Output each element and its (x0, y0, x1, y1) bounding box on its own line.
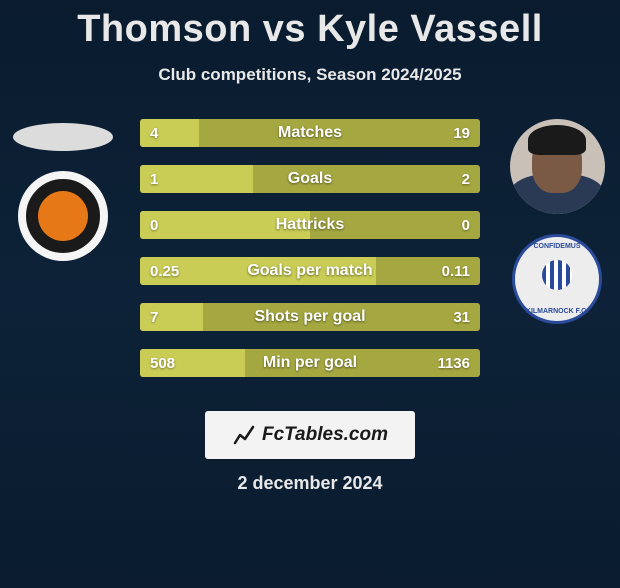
stat-label: Min per goal (140, 354, 480, 372)
stat-row: 0Hattricks0 (140, 211, 480, 239)
stat-row: 1Goals2 (140, 165, 480, 193)
left-column (8, 119, 118, 281)
club-bottom-text: KILMARNOCK F.C. (515, 308, 599, 315)
footer-logo: FcTables.com (205, 411, 415, 459)
title-player2: Kyle Vassell (317, 8, 543, 50)
title-player1: Thomson (77, 8, 251, 50)
stat-value-right: 31 (453, 309, 470, 326)
stat-value-right: 1136 (437, 355, 470, 372)
avatar-hair (528, 125, 586, 155)
stat-label: Goals per match (140, 262, 480, 280)
footer-date: 2 december 2024 (0, 473, 620, 494)
stat-row: 0.25Goals per match0.11 (140, 257, 480, 285)
footer-logo-text: FcTables.com (262, 424, 388, 446)
stat-bars: 4Matches19 1Goals2 0Hattricks0 0.25Goals pe… (140, 119, 480, 395)
club-ball-icon (542, 260, 572, 290)
player2-club-badge: CONFIDEMUS KILMARNOCK F.C. (512, 234, 602, 324)
stat-row: 508Min per goal1136 (140, 349, 480, 377)
title-vs: vs (263, 8, 306, 50)
chart-icon (232, 423, 256, 447)
club-top-text: CONFIDEMUS (515, 243, 599, 250)
stat-label: Goals (140, 170, 480, 188)
player1-club-badge (18, 171, 108, 261)
stat-value-right: 0.11 (442, 263, 470, 280)
player1-avatar-placeholder (13, 123, 113, 151)
stat-value-right: 2 (462, 171, 470, 188)
stat-value-right: 19 (453, 125, 470, 142)
player2-avatar (510, 119, 605, 214)
stat-value-right: 0 (462, 217, 470, 234)
comparison-content: CONFIDEMUS KILMARNOCK F.C. 4Matches19 1Go… (0, 119, 620, 399)
stat-row: 4Matches19 (140, 119, 480, 147)
stat-label: Shots per goal (140, 308, 480, 326)
stat-row: 7Shots per goal31 (140, 303, 480, 331)
right-column: CONFIDEMUS KILMARNOCK F.C. (502, 119, 612, 344)
page-title: Thomson vs Kyle Vassell (0, 8, 620, 51)
stat-label: Hattricks (140, 216, 480, 234)
stat-label: Matches (140, 124, 480, 142)
club-badge-inner (38, 191, 88, 241)
subtitle: Club competitions, Season 2024/2025 (0, 65, 620, 85)
